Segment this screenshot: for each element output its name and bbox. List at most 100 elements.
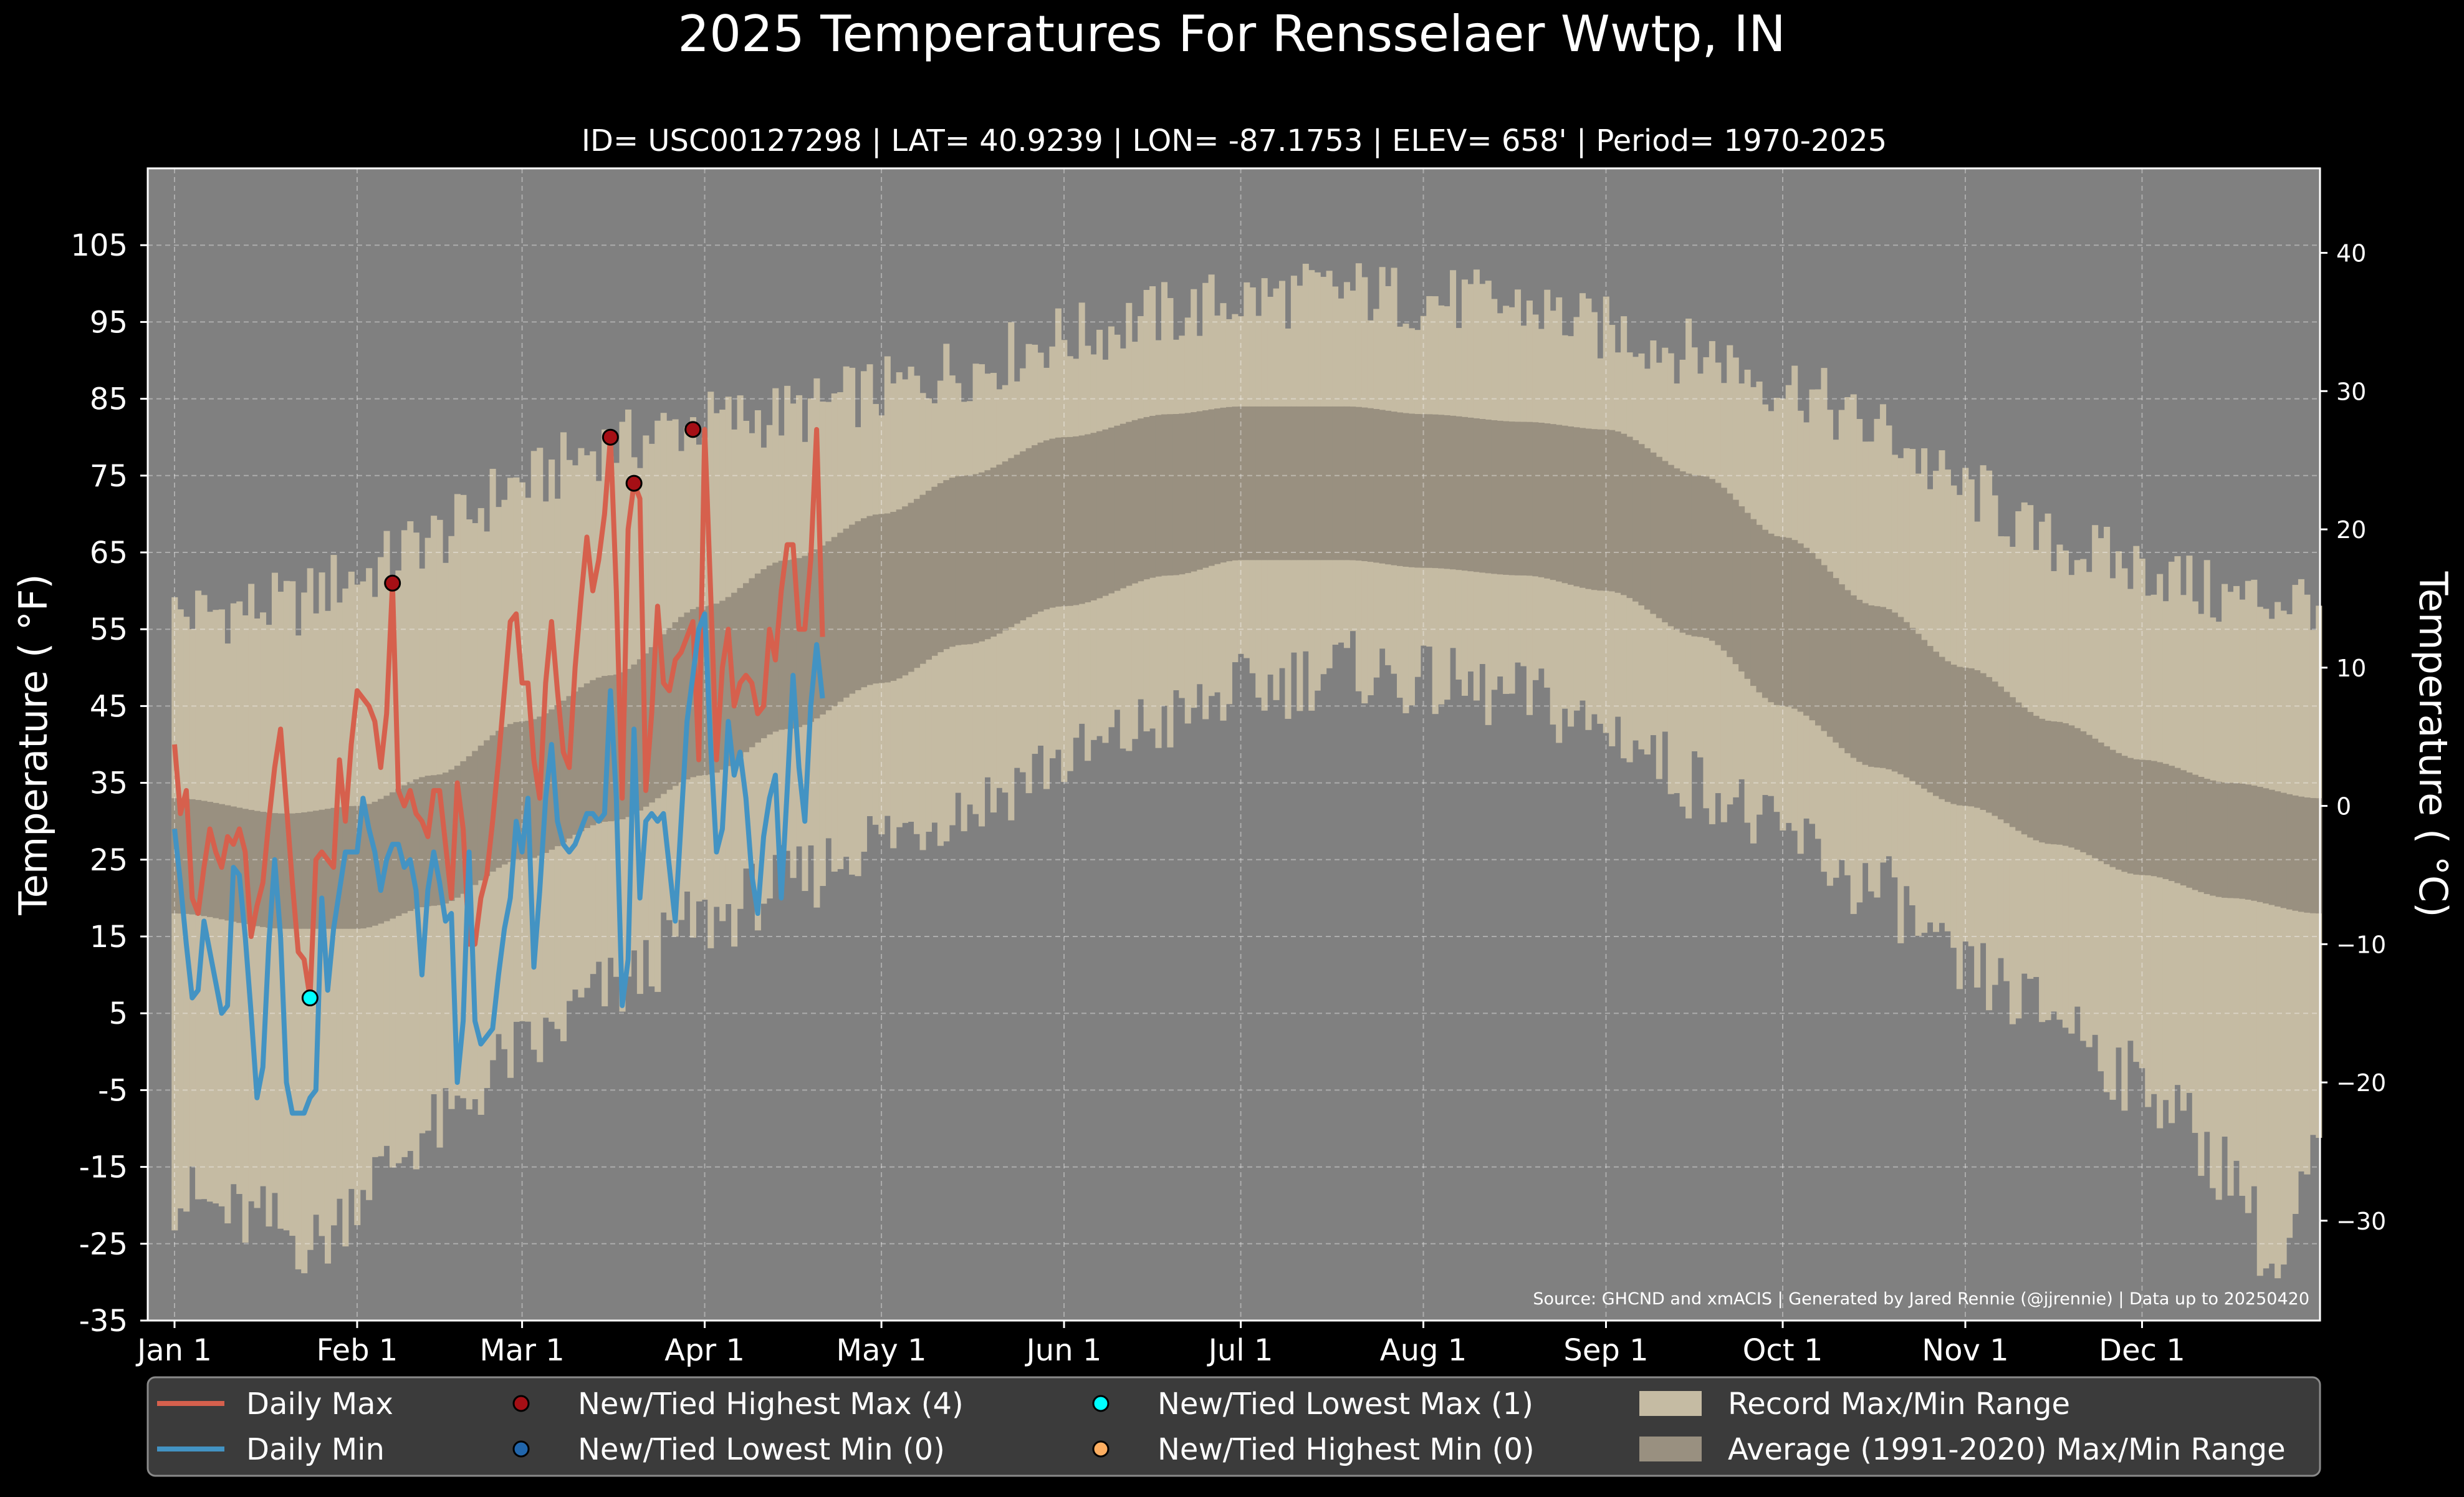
x-tick-label: Apr 1 xyxy=(664,1333,745,1368)
y2-tick-label: 10 xyxy=(2336,655,2366,682)
normal-range-bar xyxy=(1278,406,1286,561)
normal-range-bar xyxy=(884,513,891,683)
record-marker-highest-max xyxy=(625,474,643,492)
normal-range-bar xyxy=(1055,437,1062,607)
normal-range-bar xyxy=(248,810,255,925)
normal-range-bar xyxy=(1196,411,1203,570)
normal-range-bar xyxy=(843,528,850,698)
normal-range-bar xyxy=(725,597,732,766)
normal-range-bar xyxy=(2080,731,2087,852)
normal-range-bar xyxy=(1932,652,1940,796)
normal-range-bar xyxy=(1927,646,1934,792)
normal-range-bar xyxy=(213,802,219,918)
normal-range-bar xyxy=(1897,617,1904,774)
normal-range-bar xyxy=(2210,780,2217,896)
normal-range-bar xyxy=(360,805,367,929)
y-tick-label: 65 xyxy=(90,536,128,570)
normal-range-bar xyxy=(1385,410,1392,565)
normal-range-bar xyxy=(2304,797,2311,913)
normal-range-bar xyxy=(1986,676,1993,813)
normal-range-bar xyxy=(1438,415,1445,569)
y2-tick-label: 20 xyxy=(2336,516,2366,544)
normal-range-bar xyxy=(389,792,396,919)
y-tick-label: 5 xyxy=(108,996,128,1031)
normal-range-bar xyxy=(1626,436,1633,599)
daily-min-line xyxy=(172,611,825,1116)
legend-swatch-dot xyxy=(1092,1395,1110,1412)
normal-range-bar xyxy=(1585,428,1592,589)
normal-range-bar xyxy=(996,465,1003,634)
normal-range-bar xyxy=(2174,768,2181,883)
normal-range-bar xyxy=(501,727,508,865)
normal-range-bar xyxy=(1161,414,1168,576)
x-tick-label: Jul 1 xyxy=(1207,1333,1273,1368)
normal-range-bar xyxy=(2033,716,2040,840)
record-range-bar xyxy=(2286,614,2293,1238)
normal-range-bar xyxy=(878,514,885,683)
normal-range-bar xyxy=(466,756,472,890)
normal-range-bar xyxy=(831,537,838,706)
normal-range-bar xyxy=(1903,622,1910,777)
normal-range-bar xyxy=(636,659,643,811)
normal-range-bar xyxy=(401,785,408,913)
normal-range-bar xyxy=(1208,409,1215,566)
normal-range-bar xyxy=(1444,415,1450,569)
normal-range-bar xyxy=(1090,433,1097,600)
normal-range-bar xyxy=(2039,718,2046,843)
normal-range-bar xyxy=(2292,795,2299,911)
normal-range-bar xyxy=(1614,431,1621,593)
normal-range-bar xyxy=(1727,493,1733,657)
normal-range-bar xyxy=(1703,476,1710,638)
y2-tick-label: 0 xyxy=(2336,793,2351,821)
normal-range-bar xyxy=(1237,406,1244,561)
legend-label: New/Tied Highest Max (4) xyxy=(578,1387,964,1422)
normal-range-bar xyxy=(277,813,284,929)
normal-range-bar xyxy=(1073,436,1080,605)
normal-range-bar xyxy=(1220,407,1227,563)
record-range-bar xyxy=(171,597,178,1231)
normal-range-bar xyxy=(1814,559,1822,726)
normal-range-bar xyxy=(984,470,991,640)
normal-range-bar xyxy=(1361,407,1368,561)
normal-range-bar xyxy=(754,573,761,743)
normal-range-bar xyxy=(1085,434,1091,603)
normal-range-bar xyxy=(1674,468,1680,630)
y-axis-label: Temperature ( °F) xyxy=(11,574,56,915)
normal-range-bar xyxy=(1780,537,1786,706)
record-range-bar xyxy=(324,610,332,1264)
normal-range-bar xyxy=(607,675,614,822)
normal-range-bar xyxy=(1962,667,1969,806)
normal-range-bar xyxy=(431,775,438,906)
normal-range-bar xyxy=(1373,408,1380,563)
x-tick-label: Jan 1 xyxy=(135,1333,212,1368)
normal-range-bar xyxy=(1032,445,1038,615)
record-marker-highest-max xyxy=(384,574,401,592)
normal-range-bar xyxy=(1538,423,1545,577)
normal-range-bar xyxy=(1049,438,1056,608)
record-range-bar xyxy=(2268,619,2275,1264)
normal-range-bar xyxy=(448,769,455,902)
normal-range-bar xyxy=(1556,425,1563,582)
x-tick-label: Jun 1 xyxy=(1025,1333,1102,1368)
normal-range-bar xyxy=(1638,444,1645,605)
normal-range-bar xyxy=(855,521,861,690)
record-range-bar xyxy=(2210,617,2217,1188)
normal-range-bar xyxy=(1915,633,1922,785)
normal-range-bar xyxy=(342,806,349,929)
normal-range-bar xyxy=(784,560,791,729)
normal-range-bar xyxy=(2251,785,2258,901)
normal-range-bar xyxy=(549,709,555,850)
normal-range-bar xyxy=(1061,437,1068,607)
normal-range-bar xyxy=(1367,408,1374,562)
record-range-bar xyxy=(2198,614,2205,1176)
normal-range-bar xyxy=(1874,606,1881,768)
normal-range-bar xyxy=(825,541,832,711)
y2-tick-label: −10 xyxy=(2336,931,2386,958)
normal-range-bar xyxy=(2192,774,2198,890)
plot-area: Source: GHCND and xmACIS | Generated by … xyxy=(146,167,2323,1322)
normal-range-bar xyxy=(572,691,578,835)
normal-range-bar xyxy=(1184,413,1191,574)
normal-range-bar xyxy=(1302,406,1309,561)
x-tick-label: Aug 1 xyxy=(1380,1333,1467,1368)
